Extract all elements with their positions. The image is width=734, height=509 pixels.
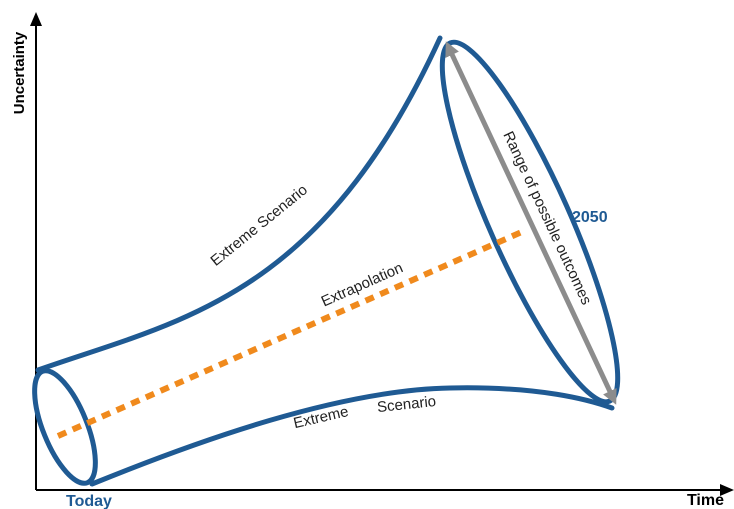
year-label: 2050 (572, 209, 608, 226)
range-arrow (445, 41, 617, 405)
lower-scenario-curve (89, 385, 615, 487)
y-axis-arrowhead (30, 12, 42, 26)
upper-scenario-curve (35, 35, 443, 373)
x-axis-label: Time (687, 492, 724, 509)
today-ellipse (32, 368, 98, 486)
extrapolation-label: Extrapolation (319, 259, 406, 310)
today-label: Today (66, 493, 112, 509)
extrapolation-line (56, 228, 526, 439)
x-axis-arrowhead (720, 484, 734, 496)
upper-scenario-label: Extreme Scenario (207, 181, 310, 269)
lower-scenario-label-2: Scenario (376, 393, 437, 416)
y-axis-label: Uncertainty (11, 31, 28, 114)
